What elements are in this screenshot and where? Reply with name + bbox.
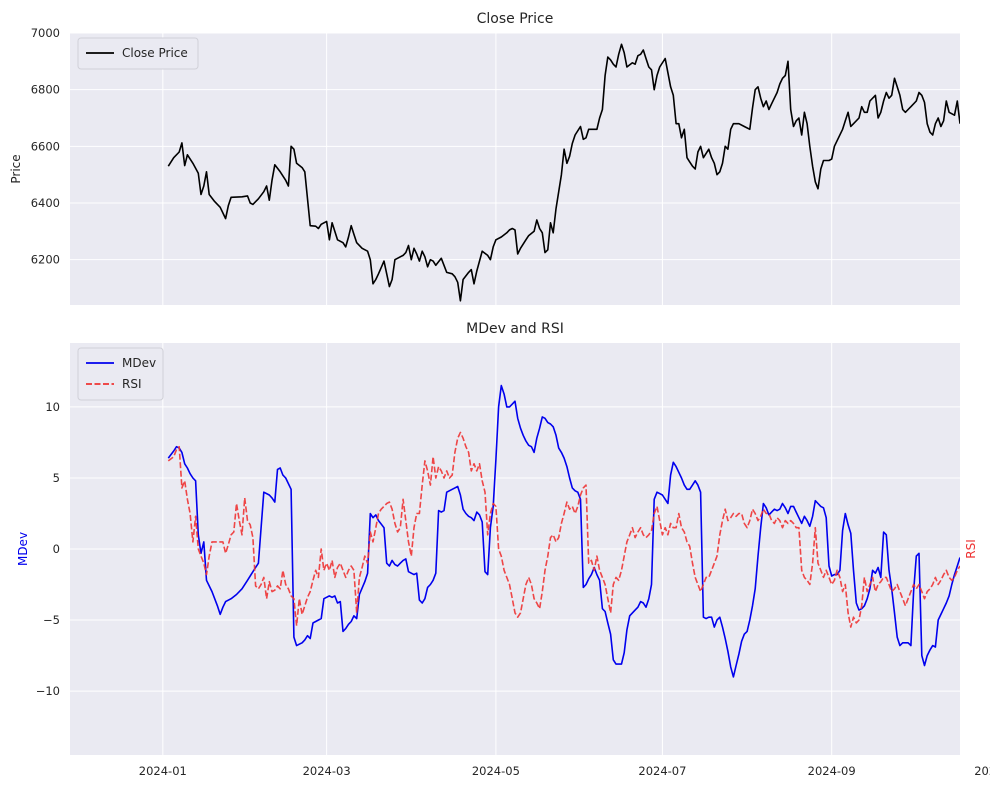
y-tick-label: 0 [53, 542, 60, 556]
x-tick-label: 2024-03 [303, 764, 351, 778]
y-tick-label: 6200 [31, 253, 60, 267]
y-axis-label: Price [9, 154, 23, 183]
series-line-mdev [167, 384, 960, 678]
series-line-rsi [167, 431, 960, 628]
legend-frame [77, 347, 164, 401]
series-line-close-price [167, 43, 960, 302]
legend-label: MDev [122, 356, 156, 370]
x-tick-label: 2024-09 [808, 764, 856, 778]
y-tick-label: 6800 [31, 83, 60, 97]
y-axis-label-right: RSI [964, 539, 978, 559]
panel-1: 6200 6400 6600 6800 7000 Close Price Price Clos… [9, 11, 960, 305]
chart-title: MDev and RSI [466, 321, 564, 337]
y-tick-label: 6600 [31, 139, 60, 153]
plot-background [70, 33, 960, 305]
x-tick-label: 2024-01 [139, 764, 187, 778]
y-axis-label: MDev [16, 532, 30, 566]
y-tick-label: 10 [45, 400, 60, 414]
x-tick-label: 2024-05 [472, 764, 520, 778]
series-group [167, 384, 960, 678]
y-tick-label: −10 [36, 684, 60, 698]
legend-frame [77, 37, 199, 70]
chart-title: Close Price [477, 11, 554, 27]
legend-label: RSI [122, 377, 142, 391]
panel-2: −10 −5 0 5 10 2024-01 2024-03 2024-05 2024-07 202… [16, 321, 990, 778]
series-group [167, 43, 960, 302]
x-tick-label: 2024-11 [974, 764, 990, 778]
legend: Close Price [77, 37, 199, 70]
y-tick-label: −5 [43, 613, 60, 627]
y-tick-label: 6400 [31, 196, 60, 210]
x-tick-label: 2024-07 [638, 764, 686, 778]
y-tick-label: 5 [53, 471, 60, 485]
y-tick-label: 7000 [31, 26, 60, 40]
legend-label: Close Price [122, 46, 188, 60]
legend: MDev RSI [77, 347, 164, 401]
